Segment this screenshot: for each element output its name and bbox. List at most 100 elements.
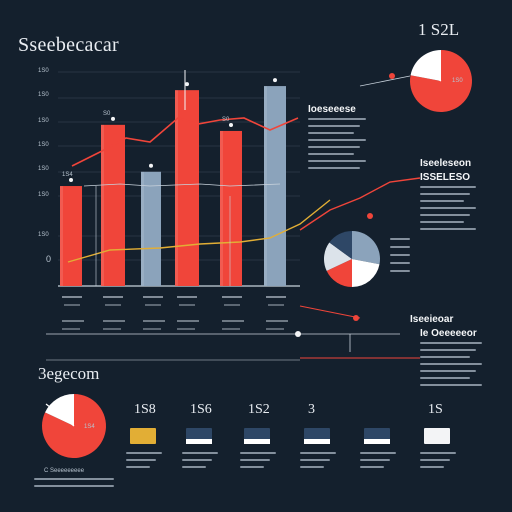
text-line [308,167,360,169]
bar-highlight [220,130,223,286]
connector-dot [295,331,301,337]
bar-marker [149,163,153,168]
icon-stripe [364,439,390,444]
block2-subheading: ISSELESO [420,172,471,183]
text-line [420,193,470,195]
bar-highlight [60,186,63,286]
yellow-trend-line [67,199,331,263]
bar-highlight [141,171,144,286]
stat-caption-line [182,452,218,454]
text-line [420,377,470,379]
stat-caption-line [360,459,390,461]
pie-mid-slice [352,259,380,287]
red-trend-line [71,117,299,167]
caption-line [34,485,114,487]
bar-marker [69,178,73,183]
stat-caption-line [126,459,156,461]
grey-connector [83,183,281,187]
pie-mid-slice [326,259,352,287]
category-label [266,320,288,322]
bar [175,90,199,286]
caption-line [34,478,114,480]
text-line [420,349,476,351]
category-label [143,296,163,298]
legend-line [390,246,410,248]
category-label [222,320,244,322]
category-label [222,328,240,330]
stat-caption-line [240,452,276,454]
y-tick-label: 1S0 [38,232,49,238]
stat-caption-line [126,466,150,468]
pie-mid-slice [352,231,380,265]
y-tick-label: 1S0 [38,118,49,124]
category-label [62,328,80,330]
stat-value: 1S [428,402,443,417]
block3-subheading: Ie Oeeeeeor [420,328,477,339]
bar [220,130,242,286]
legend-line [390,254,410,256]
section2-title: 3egecom [38,364,100,383]
y-tick-label: 0 [46,254,52,264]
stat-caption-line [360,452,396,454]
text-line [420,221,464,223]
bar-marker [111,116,115,121]
category-label [105,304,121,306]
pie-mid-slice [329,231,352,259]
text-line [420,200,464,202]
text-line [420,214,470,216]
flag-icon [304,428,330,444]
stat-caption-line [420,459,450,461]
pie-top-slice [410,50,441,81]
stat-caption-line [300,466,324,468]
stat-caption-line [240,466,264,468]
bar [141,171,161,286]
category-label [143,328,161,330]
connector-dot [367,213,373,219]
connector-dot [353,315,359,321]
category-label [179,304,195,306]
gold-bag-icon [130,428,156,444]
stat-caption-line [300,459,330,461]
category-label [177,296,197,298]
figure-icon [364,428,390,444]
bar [264,86,286,286]
text-line [420,370,476,372]
text-line [420,207,476,209]
y-tick-label: 1S0 [38,166,49,172]
category-label [177,328,195,330]
pie-mid-slice [324,242,352,271]
stat-caption-line [182,466,206,468]
pie-bottom-slice [45,394,74,426]
stat-caption-line [420,452,456,454]
category-label [62,320,84,322]
text-line [420,342,482,344]
text-line [420,356,470,358]
text-line [308,160,366,162]
text-line [308,125,360,127]
pie-needle [45,403,75,427]
corner-label: 1 S2L [418,20,460,39]
bar-highlight [264,86,267,286]
y-tick-label: 1S0 [38,92,49,98]
category-label [103,320,125,322]
stat-caption-line [300,452,336,454]
flag-icon [244,428,270,444]
stat-caption-line [182,459,212,461]
pie-bottom-label: 1S4 [84,424,95,430]
stat-caption-line [126,452,162,454]
y-tick-label: 1S0 [38,142,49,148]
bar [60,186,82,286]
text-line [420,228,476,230]
category-label [177,320,199,322]
bar-highlight [101,124,104,286]
text-line [308,118,366,120]
category-label [62,296,82,298]
category-label [224,304,240,306]
block2-heading: Iseeleseon [420,158,472,169]
stat-value: 1S6 [190,402,212,417]
pie-needle [419,69,442,82]
y-tick-label: 1S0 [38,68,49,74]
text-line [308,139,366,141]
category-label [143,320,165,322]
stat-caption-line [420,466,444,468]
